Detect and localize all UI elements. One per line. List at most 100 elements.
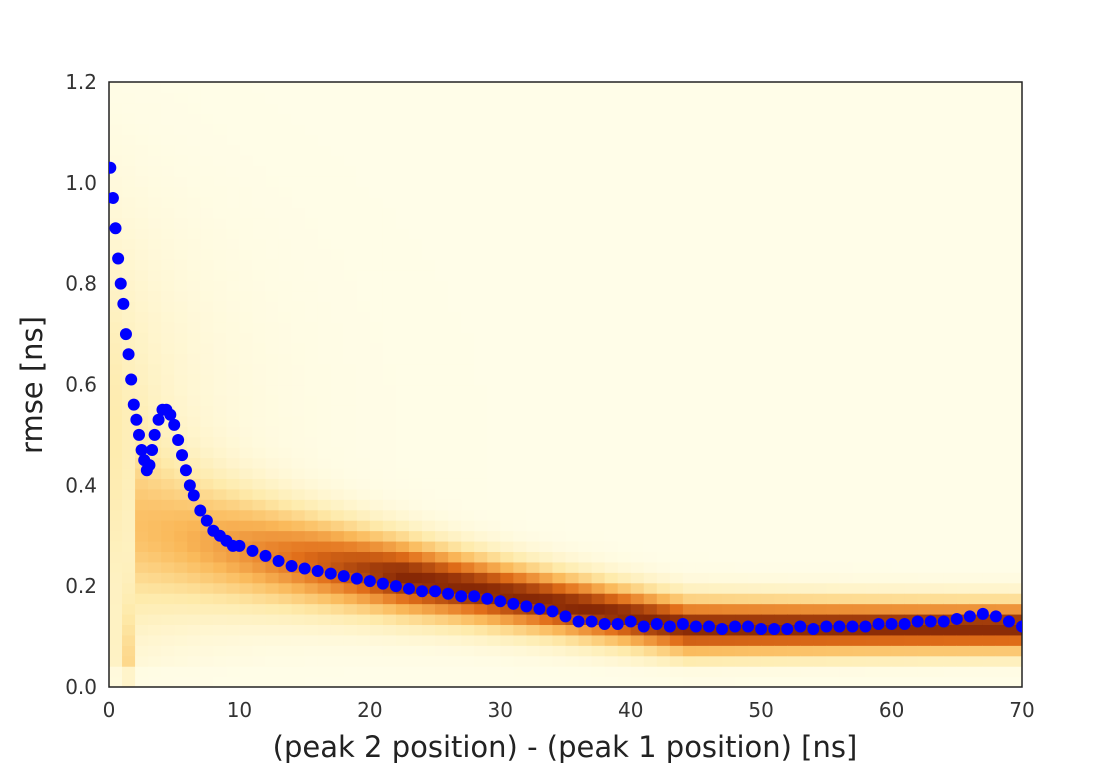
heatmap-cell (852, 530, 867, 542)
heatmap-cell (591, 478, 606, 490)
heatmap-cell (839, 332, 854, 344)
heatmap-cell (200, 457, 214, 469)
heatmap-cell (695, 613, 710, 626)
heatmap-cell (565, 655, 580, 667)
heatmap-cell (565, 634, 580, 646)
heatmap-cell (422, 82, 436, 94)
heatmap-cell (369, 238, 384, 250)
heatmap-cell (200, 301, 214, 313)
heatmap-cell (578, 155, 593, 167)
heatmap-cell (682, 269, 697, 281)
heatmap-cell (865, 426, 880, 438)
heatmap-cell (787, 561, 801, 573)
heatmap-cell (1008, 259, 1022, 271)
heatmap-cell (956, 301, 971, 313)
heatmap-cell (343, 353, 358, 365)
heatmap-cell (943, 196, 958, 208)
heatmap-cell (395, 582, 410, 594)
heatmap-cell (487, 415, 501, 427)
heatmap-cell (382, 613, 397, 626)
heatmap-cell (748, 394, 762, 406)
data-point (117, 297, 130, 310)
heatmap-cell (735, 676, 749, 687)
heatmap-cell (591, 175, 606, 187)
heatmap-cell (265, 155, 280, 167)
heatmap-cell (930, 447, 945, 459)
heatmap-cell (878, 290, 893, 302)
heatmap-cell (826, 374, 840, 386)
heatmap-cell (904, 457, 919, 469)
heatmap-cell (943, 551, 958, 563)
heatmap-cell (708, 332, 723, 344)
heatmap-cell (213, 457, 227, 469)
heatmap-cell (995, 509, 1010, 521)
heatmap-cell (656, 415, 671, 427)
data-point (494, 595, 507, 608)
heatmap-cell (682, 217, 697, 229)
heatmap-cell (839, 634, 854, 646)
data-point (298, 562, 311, 575)
heatmap-cell (109, 593, 123, 605)
heatmap-cell (722, 582, 736, 594)
heatmap-cell (422, 520, 436, 532)
heatmap-cell (669, 196, 684, 208)
heatmap-cell (526, 92, 541, 104)
heatmap-cell (474, 467, 488, 479)
heatmap-cell (891, 624, 906, 636)
heatmap-cell (826, 165, 840, 177)
heatmap-cell (291, 499, 306, 511)
heatmap-cell (813, 374, 827, 386)
heatmap-cell (187, 374, 201, 386)
heatmap-cell (917, 634, 932, 646)
heatmap-cell (669, 123, 684, 135)
heatmap-cell (969, 520, 984, 532)
heatmap-cell (200, 155, 214, 167)
heatmap-cell (395, 321, 410, 333)
heatmap-cell (917, 82, 932, 94)
data-point (520, 600, 533, 613)
heatmap-cell (304, 82, 319, 94)
heatmap-cell (148, 113, 162, 125)
heatmap-cell (891, 269, 906, 281)
heatmap-cell (761, 666, 775, 678)
heatmap-cell (735, 82, 749, 94)
heatmap-cell (774, 676, 788, 687)
heatmap-cell (617, 645, 632, 657)
heatmap-cell (265, 530, 280, 542)
data-point (114, 277, 127, 290)
heatmap-cell (448, 248, 462, 260)
heatmap-cell (787, 290, 801, 302)
heatmap-cell (852, 666, 867, 678)
heatmap-cell (356, 290, 371, 302)
heatmap-cell (722, 82, 736, 94)
heatmap-cell (682, 332, 697, 344)
heatmap-cell (604, 624, 619, 636)
heatmap-cell (200, 280, 214, 292)
heatmap-cell (448, 186, 462, 198)
heatmap-cell (800, 634, 814, 646)
heatmap-cell (435, 238, 449, 250)
heatmap-cell (735, 248, 749, 260)
heatmap-cell (995, 144, 1010, 156)
heatmap-cell (265, 478, 280, 490)
heatmap-cell (800, 613, 814, 626)
heatmap-cell (1008, 478, 1022, 490)
heatmap-cell (943, 82, 958, 94)
heatmap-cell (461, 520, 475, 532)
heatmap-cell (200, 186, 214, 198)
heatmap-cell (369, 603, 384, 615)
heatmap-cell (839, 384, 854, 396)
heatmap-cell (578, 467, 593, 479)
heatmap-cell (448, 82, 462, 94)
heatmap-cell (552, 374, 567, 386)
heatmap-cell (982, 509, 997, 521)
heatmap-cell (604, 676, 619, 687)
heatmap-cell (617, 415, 632, 427)
heatmap-cell (982, 520, 997, 532)
heatmap-cell (943, 676, 958, 687)
data-point (183, 479, 196, 492)
heatmap-cell (682, 321, 697, 333)
heatmap-cell (852, 447, 867, 459)
heatmap-cell (656, 311, 671, 323)
heatmap-cell (187, 165, 201, 177)
